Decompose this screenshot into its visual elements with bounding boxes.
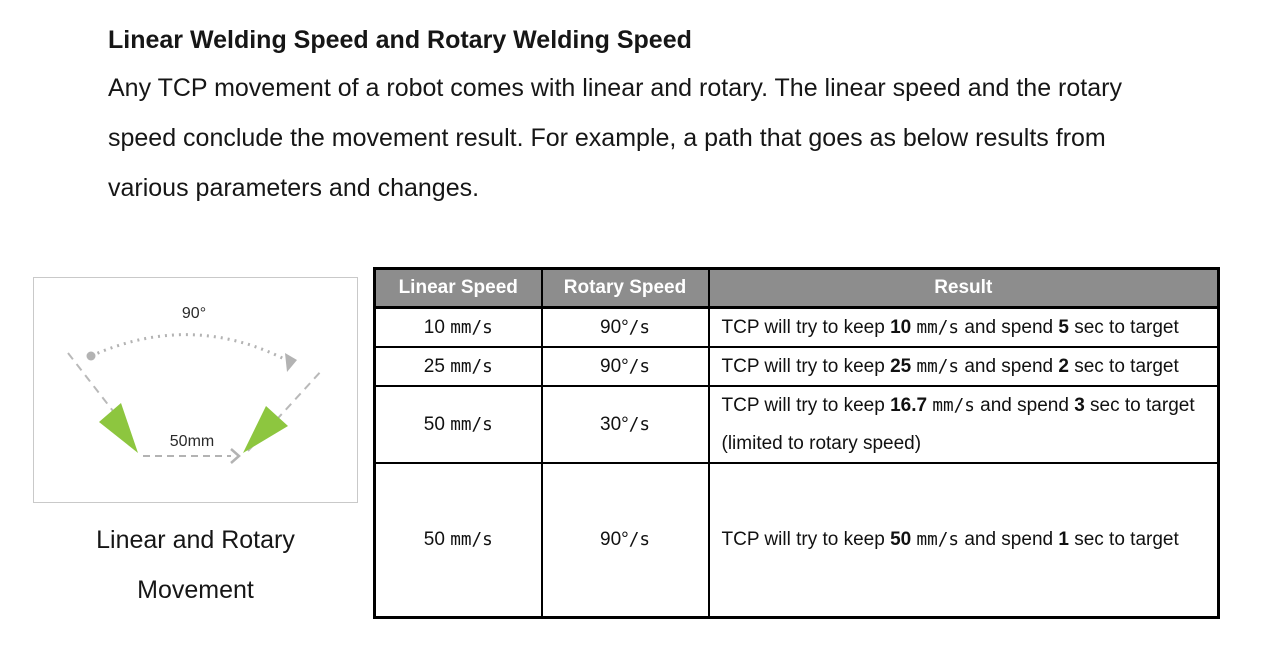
linear-speed-cell: 50 mm/s [373, 462, 543, 619]
rotary-speed-cell: 30°/s [540, 385, 710, 464]
table-row: 50 mm/s 30°/s TCP will try to keep 16.7 … [373, 385, 1220, 464]
distance-label: 50mm [170, 433, 214, 450]
header-cell-linear-speed: Linear Speed [373, 267, 543, 309]
torch-cone-right-icon [243, 406, 288, 453]
paragraph-line: speed conclude the movement result. For … [108, 124, 1106, 152]
figure-caption: Linear and Rotary Movement [33, 515, 358, 615]
result-cell: TCP will try to keep 16.7 mm/s and spend… [707, 385, 1220, 464]
paragraph-line: Any TCP movement of a robot comes with l… [108, 74, 1122, 102]
linear-speed-cell: 50 mm/s [373, 385, 543, 464]
speed-table: Linear Speed Rotary Speed Result 10 mm/s… [373, 267, 1220, 619]
arc-arrowhead-icon [285, 353, 297, 372]
intro-paragraph: Any TCP movement of a robot comes with l… [108, 63, 1122, 213]
angle-label: 90° [182, 305, 206, 322]
header-cell-rotary-speed: Rotary Speed [540, 267, 710, 309]
rotary-speed-cell: 90°/s [540, 346, 710, 387]
rotation-arc [90, 333, 293, 365]
linear-speed-cell: 10 mm/s [373, 306, 543, 348]
table-row: 50 mm/s 90°/s TCP will try to keep 50 mm… [373, 462, 1220, 619]
arc-start-dot [86, 351, 96, 361]
torch-cone-left-icon [99, 403, 138, 453]
result-cell: TCP will try to keep 10 mm/s and spend 5… [707, 306, 1220, 348]
distance-arrowhead-icon [230, 448, 241, 464]
header-cell-result: Result [707, 267, 1220, 309]
paragraph-line: various parameters and changes. [108, 174, 480, 202]
movement-figure: 90° 50mm [33, 277, 358, 503]
rotary-speed-cell: 90°/s [540, 306, 710, 348]
page-title: Linear Welding Speed and Rotary Welding … [108, 26, 692, 54]
movement-diagram: 90° 50mm [67, 305, 324, 464]
linear-speed-cell: 25 mm/s [373, 346, 543, 387]
result-cell: TCP will try to keep 25 mm/s and spend 2… [707, 346, 1220, 387]
table-header-row: Linear Speed Rotary Speed Result [373, 267, 1220, 309]
table-row: 10 mm/s 90°/s TCP will try to keep 10 mm… [373, 306, 1220, 348]
table-row: 25 mm/s 90°/s TCP will try to keep 25 mm… [373, 346, 1220, 387]
figure-caption-line: Linear and Rotary [96, 526, 295, 554]
figure-caption-line: Movement [137, 576, 254, 604]
rotary-speed-cell: 90°/s [540, 462, 710, 619]
left-dashed-guide [67, 352, 114, 412]
result-cell: TCP will try to keep 50 mm/s and spend 1… [707, 462, 1220, 619]
